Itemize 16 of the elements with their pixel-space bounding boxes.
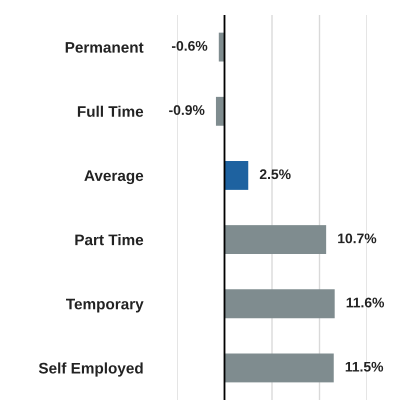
data-label: 2.5% (260, 169, 291, 180)
y-tick-label: Part Time (75, 234, 144, 246)
data-label: 11.5% (346, 362, 384, 372)
bar (224, 289, 335, 318)
y-tick-label: Average (84, 170, 144, 184)
data-label: 11.6% (346, 298, 384, 308)
bar (224, 225, 326, 254)
data-label: -0.9% (169, 105, 204, 115)
bar (224, 353, 334, 382)
y-tick-label: Self Employed (38, 362, 143, 377)
y-tick-label: Temporary (66, 298, 144, 312)
y-tick-label: Full Time (78, 106, 144, 117)
bar (224, 160, 248, 190)
data-label: -0.6% (172, 40, 208, 51)
data-label: 10.7% (338, 233, 376, 244)
y-tick-label: Permanent (66, 42, 144, 53)
